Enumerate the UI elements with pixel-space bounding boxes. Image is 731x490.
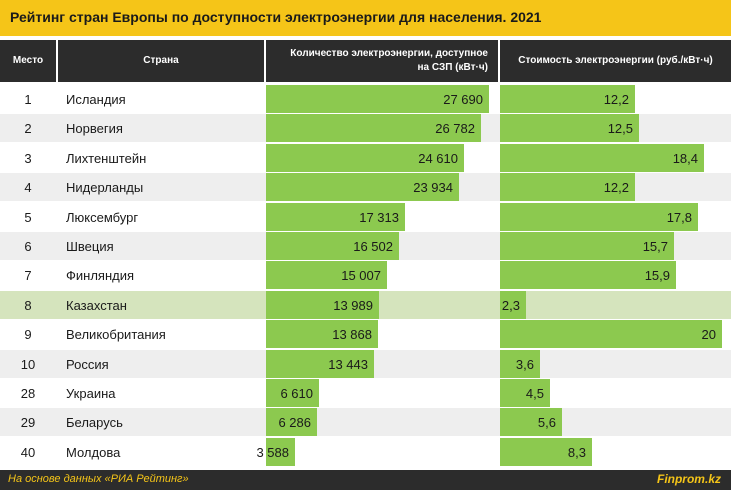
amount-bar	[266, 291, 379, 319]
amount-bar	[266, 232, 399, 260]
rank-cell: 4	[24, 179, 32, 195]
title-bar: Рейтинг стран Европы по доступности элек…	[0, 0, 731, 36]
source-note: На основе данных «РИА Рейтинг»	[8, 473, 189, 485]
rank-cell: 3	[24, 150, 32, 166]
cost-label: 5,6	[537, 414, 556, 430]
cost-bar	[500, 173, 635, 201]
cost-bar	[500, 350, 540, 378]
cost-label: 12,2	[603, 91, 629, 107]
country-cell: Финляндия	[66, 267, 135, 283]
header-cost: Стоимость электроэнергии (руб./кВт·ч)	[500, 40, 731, 82]
header-amount: Количество электроэнергии, доступное на …	[266, 40, 498, 82]
amount-label: 24 610	[418, 150, 458, 166]
country-cell: Украина	[66, 385, 116, 401]
country-cell: Молдова	[66, 444, 121, 460]
table-row	[0, 438, 731, 466]
rank-cell: 10	[20, 356, 36, 372]
amount-label: 6 610	[280, 385, 313, 401]
cost-bar	[500, 438, 592, 466]
country-cell: Казахстан	[66, 297, 127, 313]
amount-bar	[266, 261, 387, 289]
table-row	[0, 379, 731, 407]
cost-bar	[500, 408, 562, 436]
header-amount-line2: на СЗП (кВт·ч)	[417, 62, 489, 73]
rank-cell: 28	[20, 385, 36, 401]
amount-bar	[266, 85, 489, 113]
amount-label: 26 782	[435, 120, 475, 136]
rank-cell: 9	[24, 326, 32, 342]
cost-label: 4,5	[525, 385, 544, 401]
amount-bar	[266, 114, 481, 142]
cost-label: 17,8	[666, 209, 692, 225]
cost-bar	[500, 85, 635, 113]
rank-cell: 7	[24, 267, 32, 283]
brand-logo: Finprom.kz	[656, 472, 721, 486]
country-cell: Россия	[66, 356, 109, 372]
cost-bar	[500, 232, 674, 260]
rank-cell: 8	[24, 297, 32, 313]
chart-title: Рейтинг стран Европы по доступности элек…	[10, 9, 542, 25]
header-rank: Место	[0, 40, 56, 82]
footer: На основе данных «РИА Рейтинг» Finprom.k…	[0, 470, 731, 490]
country-cell: Исландия	[66, 91, 126, 107]
amount-bar	[266, 379, 319, 407]
amount-label: 17 313	[359, 209, 399, 225]
cost-label: 2,3	[501, 297, 520, 313]
cost-label: 3,6	[515, 356, 534, 372]
cost-label: 12,5	[607, 120, 633, 136]
amount-bar	[266, 173, 459, 201]
header-country: Страна	[58, 40, 264, 82]
cost-label: 15,9	[644, 267, 670, 283]
country-cell: Беларусь	[66, 414, 123, 430]
cost-bar	[500, 261, 676, 289]
rank-cell: 6	[24, 238, 32, 254]
country-cell: Нидерланды	[66, 179, 144, 195]
amount-label: 3 588	[256, 444, 289, 460]
cost-label: 12,2	[603, 179, 629, 195]
rank-cell: 2	[24, 120, 32, 136]
amount-label: 16 502	[353, 238, 393, 254]
rank-cell: 29	[20, 414, 36, 430]
rank-cell: 5	[24, 209, 32, 225]
cost-label: 20	[701, 326, 716, 342]
cost-bar	[500, 320, 722, 348]
amount-bar	[266, 408, 317, 436]
amount-label: 6 286	[278, 414, 311, 430]
header-amount-line1: Количество электроэнергии, доступное	[290, 48, 488, 59]
amount-label: 23 934	[413, 179, 453, 195]
amount-bar	[266, 438, 295, 466]
cost-label: 8,3	[567, 444, 586, 460]
country-cell: Люксембург	[66, 209, 139, 225]
rank-cell: 40	[20, 444, 36, 460]
amount-bar	[266, 320, 378, 348]
amount-bar	[266, 203, 405, 231]
amount-label: 15 007	[341, 267, 381, 283]
rank-cell: 1	[24, 91, 32, 107]
table-row	[0, 408, 731, 436]
country-cell: Норвегия	[66, 120, 123, 136]
cost-label: 15,7	[642, 238, 668, 254]
amount-label: 13 989	[333, 297, 373, 313]
country-cell: Лихтенштейн	[66, 150, 147, 166]
cost-label: 18,4	[672, 150, 698, 166]
amount-label: 13 868	[332, 326, 372, 342]
cost-bar	[500, 379, 550, 407]
cost-bar	[500, 114, 639, 142]
country-cell: Швеция	[66, 238, 114, 254]
cost-bar	[500, 203, 698, 231]
cost-bar	[500, 144, 704, 172]
amount-bar	[266, 350, 374, 378]
amount-label: 27 690	[443, 91, 483, 107]
country-cell: Великобритания	[66, 326, 166, 342]
cost-bar	[500, 291, 526, 319]
amount-bar	[266, 144, 464, 172]
amount-label: 13 443	[328, 356, 368, 372]
